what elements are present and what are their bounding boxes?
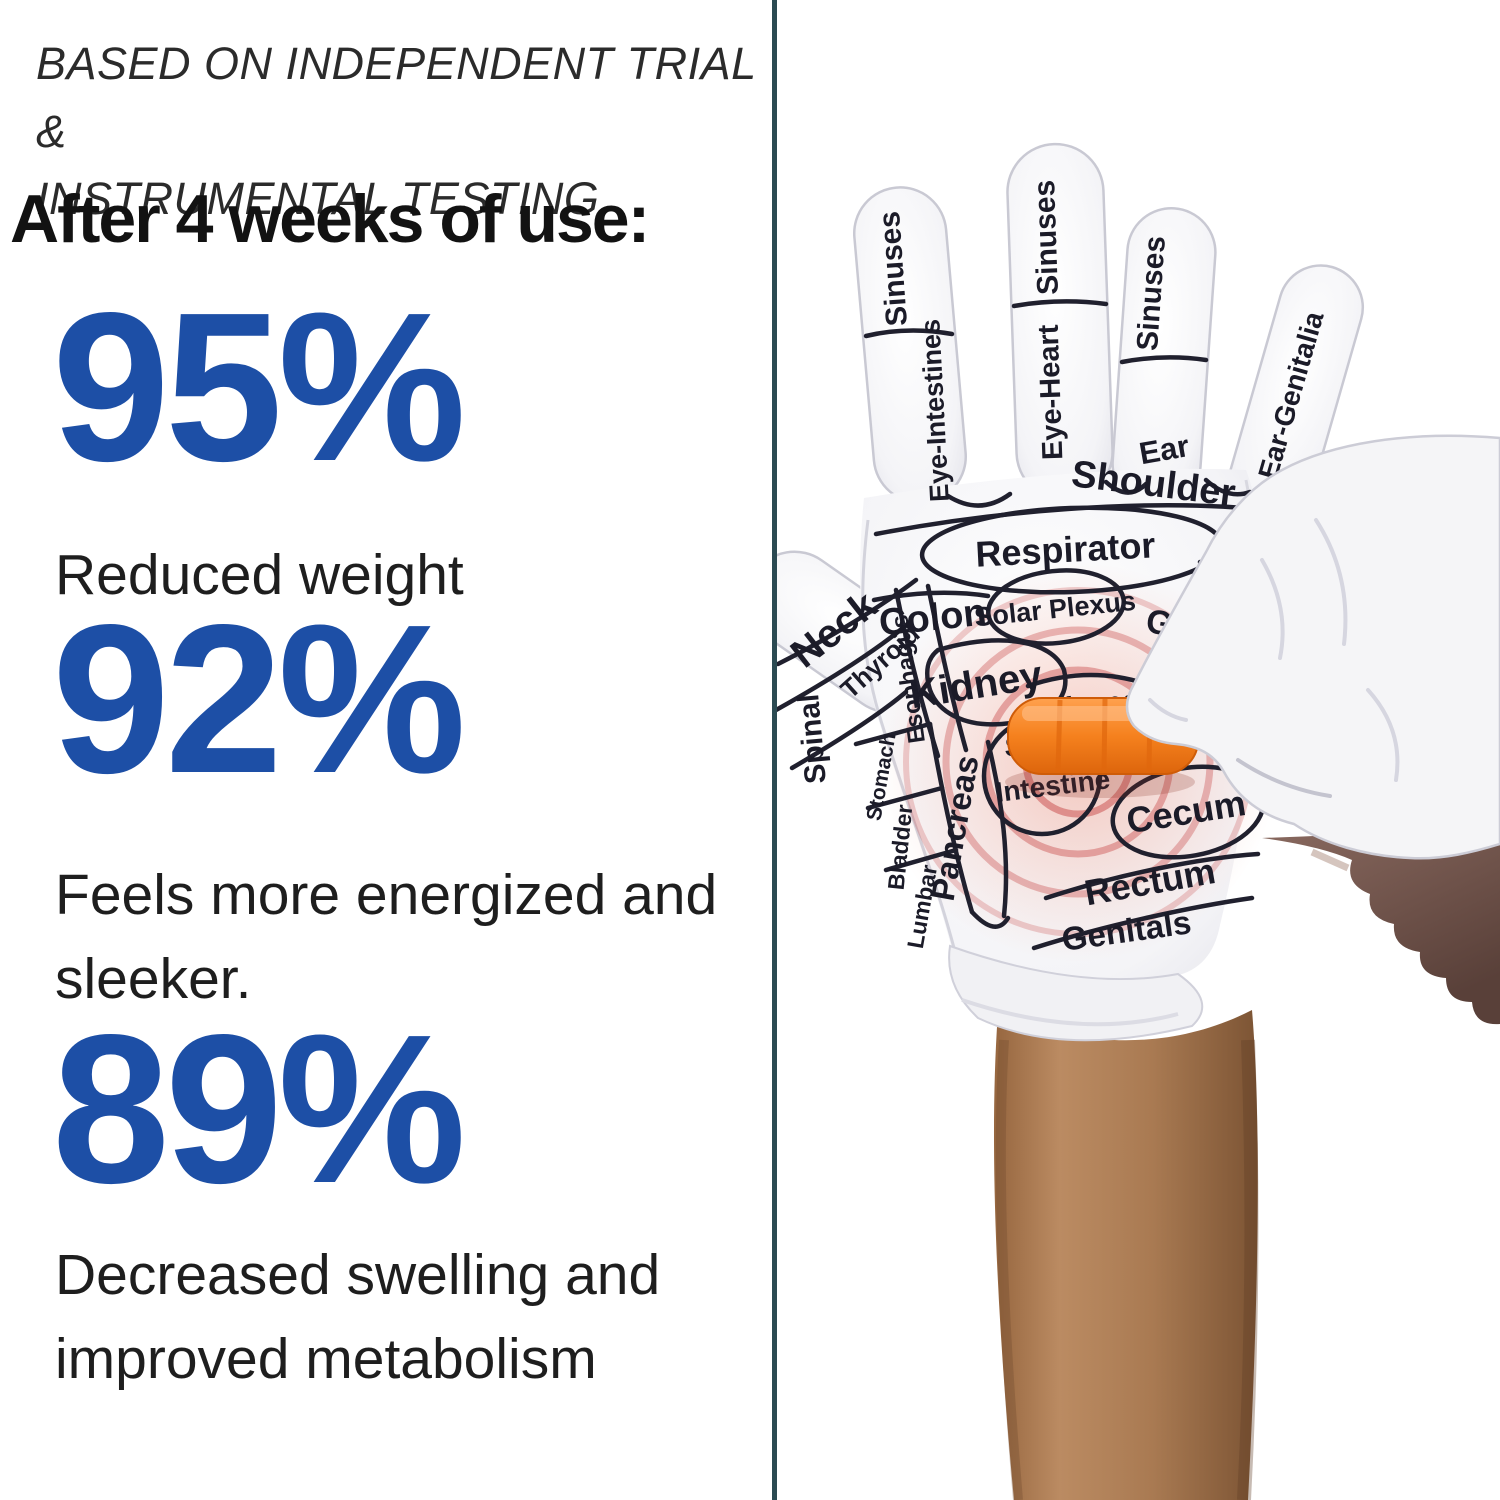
stats-panel: BASED ON INDEPENDENT TRIAL & INSTRUMENTA… [10,30,766,1392]
label-index-sinuses: Sinuses [873,210,914,327]
label-respirator: Respirator [974,524,1156,574]
stat-value-swelling: 89% [52,990,466,1227]
stat-value-energized: 92% [52,580,466,817]
vertical-divider [772,0,777,1500]
bare-forearm [993,1010,1259,1500]
pressing-hand [1125,434,1500,860]
masseur-sleeve [1262,824,1500,1025]
headline: After 4 weeks of use: [10,181,650,257]
label-ear: Ear [1137,428,1192,471]
stat-value-reduced-weight: 95% [52,268,466,505]
label-ring-sinuses: Sinuses [1131,235,1172,352]
stat-label-swelling: Decreased swelling and improved metaboli… [55,1243,661,1392]
disclaimer: BASED ON INDEPENDENT TRIAL & INSTRUMENTA… [36,30,766,233]
stat-label-energized: Feels more energized and sleeker. [55,863,718,1012]
glove-photo-panel: Sinuses Eye-Intestines Sinuses Eye-Heart… [777,0,1500,1500]
label-spinal: Spinal [792,693,833,786]
label-middle-sinuses: Sinuses [1028,179,1065,295]
glove-cuff [948,944,1204,1042]
disclaimer-line2: INSTRUMENTAL TESTING [36,173,600,224]
disclaimer-line1: BASED ON INDEPENDENT TRIAL & [36,38,756,157]
reflexology-glove-illustration: Sinuses Eye-Intestines Sinuses Eye-Heart… [777,142,1500,1500]
stat-label-reduced-weight: Reduced weight [55,543,464,607]
label-eye-heart: Eye-Heart [1033,324,1070,461]
